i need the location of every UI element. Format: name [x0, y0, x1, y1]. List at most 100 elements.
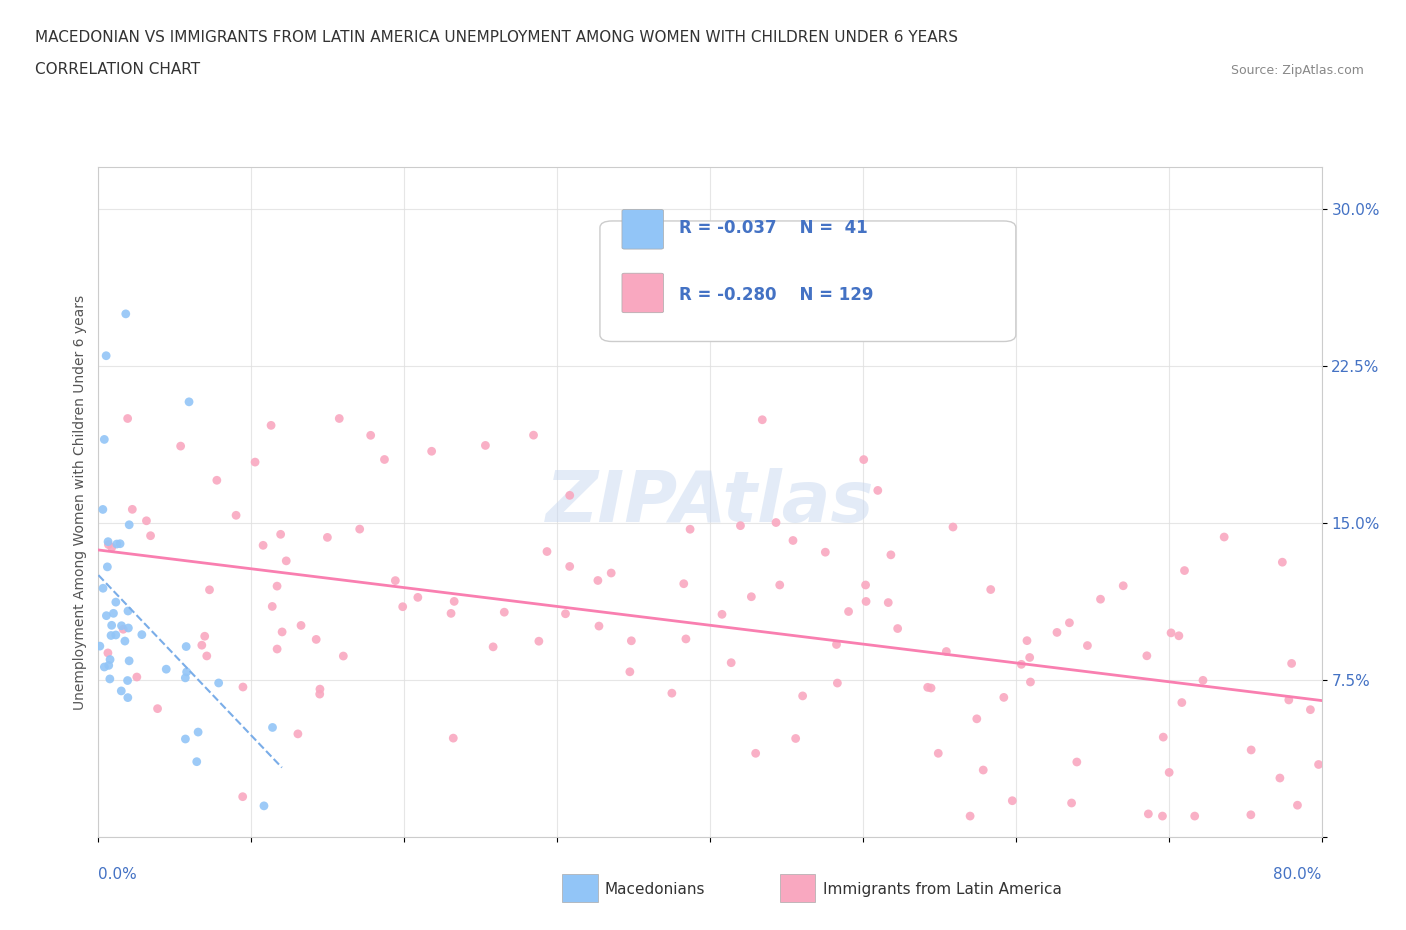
Immigrants from Latin America	[482, 640, 505, 655]
Macedonians	[104, 594, 127, 609]
Immigrants from Latin America	[266, 578, 288, 593]
Immigrants from Latin America	[785, 731, 807, 746]
Text: MACEDONIAN VS IMMIGRANTS FROM LATIN AMERICA UNEMPLOYMENT AMONG WOMEN WITH CHILDR: MACEDONIAN VS IMMIGRANTS FROM LATIN AMER…	[35, 30, 957, 45]
Macedonians	[118, 654, 141, 669]
Immigrants from Latin America	[169, 439, 191, 454]
Immigrants from Latin America	[316, 530, 339, 545]
Immigrants from Latin America	[270, 527, 292, 542]
Immigrants from Latin America	[441, 731, 464, 746]
Immigrants from Latin America	[972, 763, 994, 777]
Immigrants from Latin America	[852, 452, 875, 467]
Immigrants from Latin America	[121, 502, 143, 517]
Immigrants from Latin America	[225, 508, 247, 523]
Macedonians	[103, 605, 125, 620]
Immigrants from Latin America	[1015, 633, 1038, 648]
Immigrants from Latin America	[205, 472, 228, 487]
Immigrants from Latin America	[406, 590, 429, 604]
Macedonians	[93, 659, 115, 674]
Immigrants from Latin America	[1271, 555, 1294, 570]
Immigrants from Latin America	[522, 428, 544, 443]
Immigrants from Latin America	[474, 438, 496, 453]
Immigrants from Latin America	[917, 680, 939, 695]
Immigrants from Latin America	[1001, 793, 1024, 808]
Immigrants from Latin America	[195, 648, 218, 663]
Macedonians	[186, 754, 208, 769]
Immigrants from Latin America	[825, 637, 848, 652]
Immigrants from Latin America	[332, 648, 354, 663]
Immigrants from Latin America	[980, 582, 1002, 597]
Macedonians	[117, 604, 139, 618]
Macedonians	[97, 658, 120, 672]
Immigrants from Latin America	[1278, 693, 1301, 708]
Immigrants from Latin America	[554, 606, 576, 621]
Immigrants from Latin America	[1019, 674, 1042, 689]
Macedonians	[131, 627, 153, 642]
Immigrants from Latin America	[720, 656, 742, 671]
Immigrants from Latin America	[117, 411, 139, 426]
Immigrants from Latin America	[751, 412, 773, 427]
Immigrants from Latin America	[1152, 809, 1174, 824]
Text: R = -0.280    N = 129: R = -0.280 N = 129	[679, 286, 875, 303]
Immigrants from Latin America	[1137, 806, 1160, 821]
Macedonians	[89, 639, 111, 654]
Immigrants from Latin America	[935, 644, 957, 659]
Macedonians	[91, 502, 114, 517]
Immigrants from Latin America	[536, 544, 558, 559]
Immigrants from Latin America	[276, 553, 298, 568]
Macedonians	[174, 639, 197, 654]
Immigrants from Latin America	[838, 604, 860, 619]
Immigrants from Latin America	[349, 522, 371, 537]
Immigrants from Latin America	[558, 559, 581, 574]
Immigrants from Latin America	[920, 681, 942, 696]
Immigrants from Latin America	[1281, 656, 1303, 671]
Immigrants from Latin America	[1159, 765, 1181, 780]
Immigrants from Latin America	[959, 809, 981, 824]
Text: Immigrants from Latin America: Immigrants from Latin America	[823, 882, 1062, 897]
Immigrants from Latin America	[1192, 673, 1215, 688]
Macedonians	[118, 517, 141, 532]
Immigrants from Latin America	[125, 670, 148, 684]
Immigrants from Latin America	[232, 790, 254, 804]
Immigrants from Latin America	[146, 701, 169, 716]
Text: 0.0%: 0.0%	[98, 867, 138, 882]
Immigrants from Latin America	[675, 631, 697, 646]
Text: Macedonians: Macedonians	[605, 882, 704, 897]
Immigrants from Latin America	[139, 528, 162, 543]
Immigrants from Latin America	[792, 688, 814, 703]
Immigrants from Latin America	[1308, 757, 1330, 772]
Immigrants from Latin America	[135, 513, 157, 528]
Immigrants from Latin America	[1066, 754, 1088, 769]
Immigrants from Latin America	[1240, 807, 1263, 822]
Immigrants from Latin America	[782, 533, 804, 548]
Immigrants from Latin America	[1018, 650, 1040, 665]
Macedonians	[117, 673, 139, 688]
Immigrants from Latin America	[266, 642, 288, 657]
Immigrants from Latin America	[1090, 591, 1112, 606]
Immigrants from Latin America	[194, 629, 217, 644]
Macedonians	[98, 652, 121, 667]
Bar	[562, 874, 598, 902]
Text: Source: ZipAtlas.com: Source: ZipAtlas.com	[1230, 64, 1364, 77]
Immigrants from Latin America	[1046, 625, 1069, 640]
Macedonians	[100, 618, 122, 632]
Text: CORRELATION CHART: CORRELATION CHART	[35, 62, 200, 77]
Immigrants from Latin America	[1112, 578, 1135, 593]
Immigrants from Latin America	[1060, 795, 1083, 810]
Immigrants from Latin America	[360, 428, 382, 443]
Bar	[780, 874, 815, 902]
Immigrants from Latin America	[1173, 564, 1195, 578]
Immigrants from Latin America	[290, 618, 312, 633]
Immigrants from Latin America	[588, 618, 610, 633]
Immigrants from Latin America	[373, 452, 395, 467]
Macedonians	[105, 537, 128, 551]
Immigrants from Latin America	[443, 594, 465, 609]
Immigrants from Latin America	[391, 599, 413, 614]
Macedonians	[100, 628, 122, 643]
Immigrants from Latin America	[966, 711, 988, 726]
Immigrants from Latin America	[1160, 626, 1182, 641]
Macedonians	[177, 394, 200, 409]
Immigrants from Latin America	[260, 418, 283, 432]
Immigrants from Latin America	[1184, 809, 1206, 824]
Immigrants from Latin America	[619, 664, 641, 679]
Immigrants from Latin America	[730, 518, 752, 533]
